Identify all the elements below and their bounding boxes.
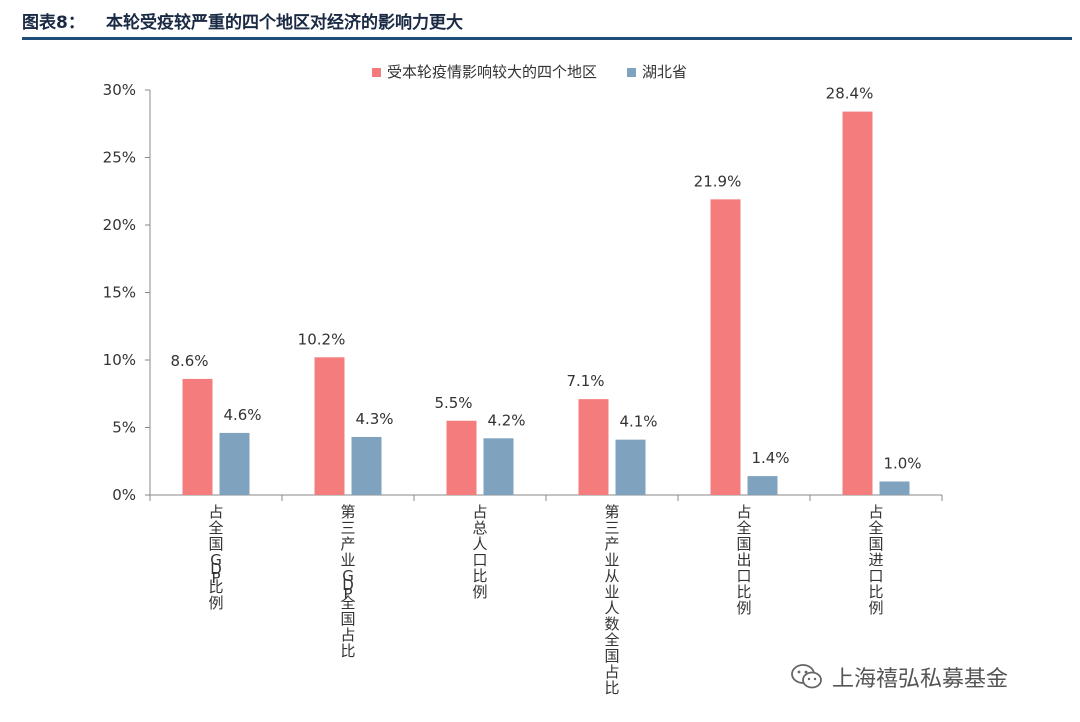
y-tick-label: 25% [103,149,136,167]
data-label: 8.6% [170,352,208,370]
category-label: 第三产业从业人数全国占比 [604,503,619,697]
data-label: 28.4% [826,85,874,103]
bar [182,378,213,495]
bar [710,199,741,495]
bar [314,357,345,495]
bar [351,436,382,495]
data-label: 7.1% [566,372,604,390]
data-label: 4.6% [223,406,261,424]
category-label: 占全国 GDP比例 [208,503,223,612]
legend-label: 湖北省 [642,63,687,81]
wechat-icon [791,664,822,689]
y-tick-label: 30% [103,81,136,99]
y-tick-label: 10% [103,351,136,369]
legend-label: 受本轮疫情影响较大的四个地区 [387,63,597,81]
data-label: 5.5% [434,394,472,412]
y-tick-label: 5% [112,419,136,437]
data-label: 1.0% [883,455,921,473]
figure-label: 图表8： [22,13,85,33]
category-label: 第三产业 GDP全国占比 [340,503,355,660]
watermark-text: 上海禧弘私募基金 [832,667,1009,692]
y-tick-label: 0% [112,486,136,504]
data-label: 4.2% [487,411,525,429]
bar [615,439,646,495]
figure-title: 本轮受疫较严重的四个地区对经济的影响力更大 [106,13,463,33]
bar [446,420,477,495]
watermark: 上海禧弘私募基金 [790,660,1008,694]
bar [747,476,778,495]
data-label: 4.1% [619,413,657,431]
bar [842,111,873,495]
header-rule [22,37,1072,40]
data-label: 1.4% [751,449,789,467]
bar [219,432,250,495]
bar [879,481,910,495]
category-label: 占全国出口比例 [736,503,751,617]
data-label: 21.9% [694,172,742,190]
y-tick-label: 20% [103,216,136,234]
legend-swatch [627,68,636,77]
category-label: 占全国进口比例 [868,503,883,617]
bar [578,399,609,495]
figure-header: 图表8： 本轮受疫较严重的四个地区对经济的影响力更大 [22,8,1072,38]
data-label: 4.3% [355,410,393,428]
bar [483,438,514,495]
data-label: 10.2% [298,330,346,348]
legend-swatch [372,68,381,77]
y-tick-label: 15% [103,284,136,302]
category-label: 占总人口比例 [472,503,487,601]
